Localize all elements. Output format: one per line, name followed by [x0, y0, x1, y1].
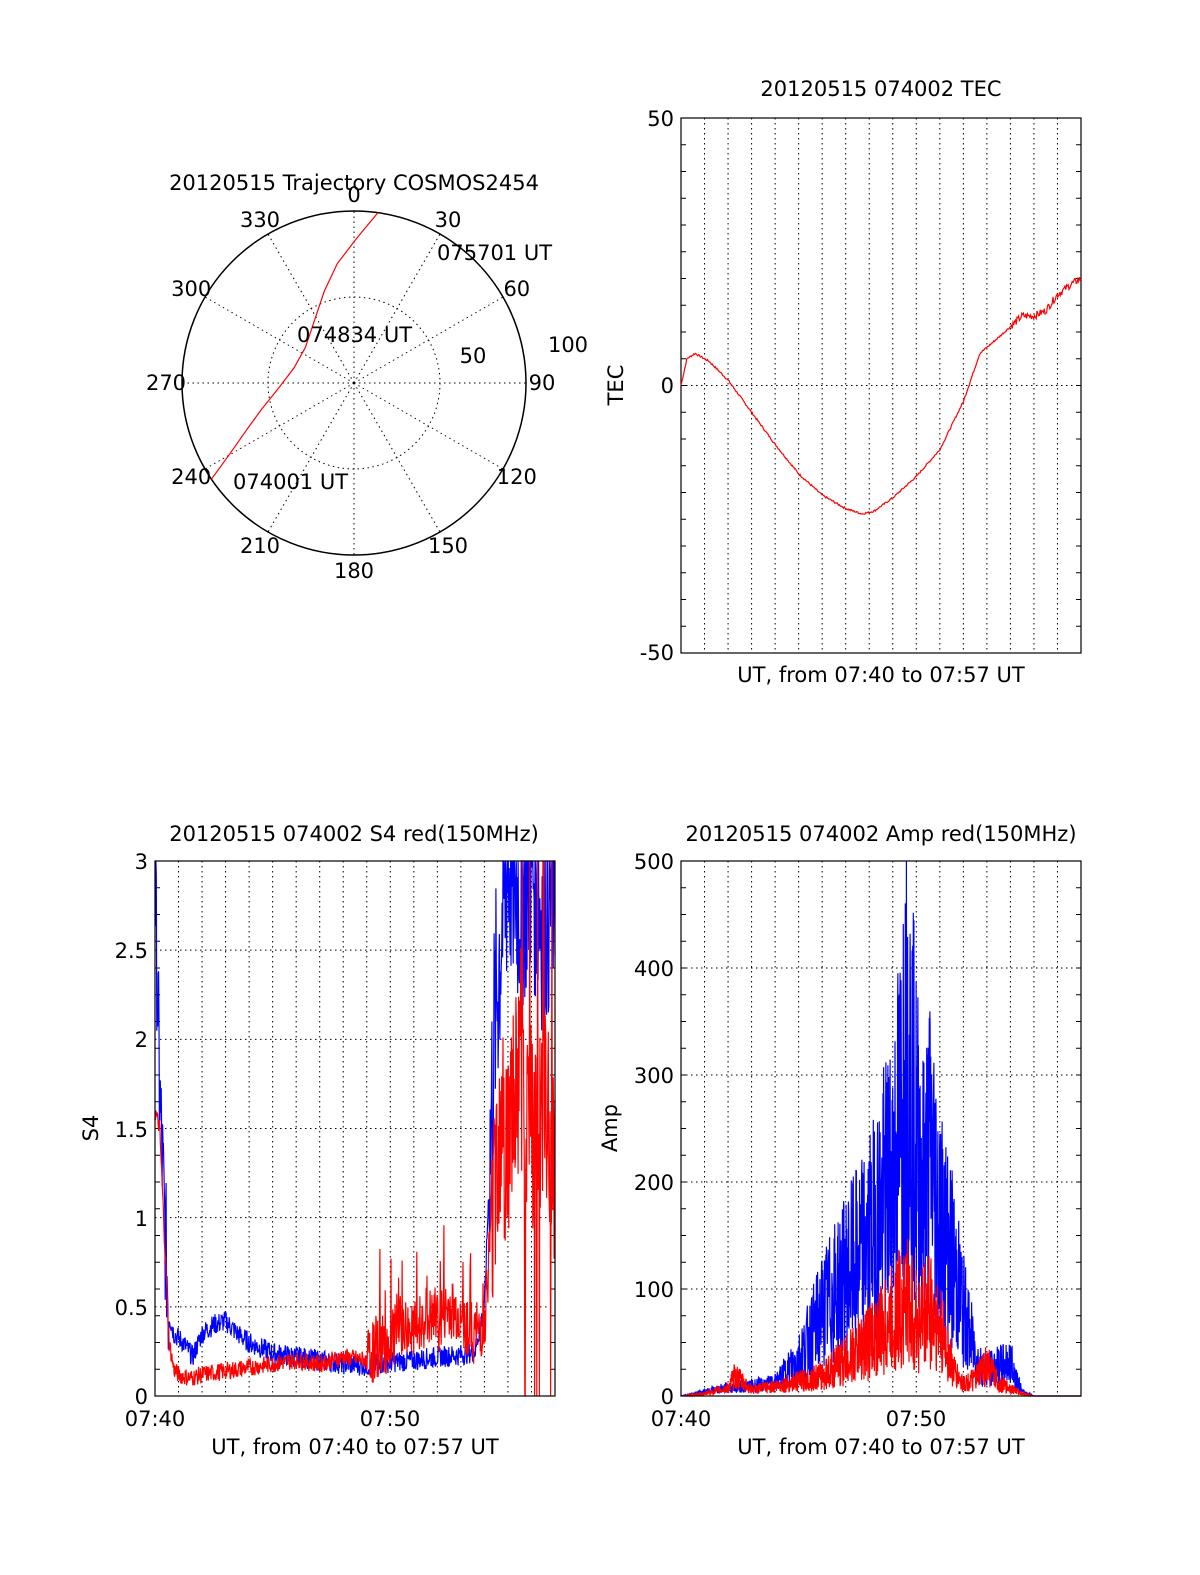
s4-xtick-0740: 07:40: [125, 1407, 186, 1431]
polar-spoke-210: [267, 382, 355, 533]
s4-chart: 20120515 074002 S4 red(150MHz) 0 0.5 1 1…: [79, 822, 556, 1459]
amp-red-series-line: [681, 1238, 1081, 1398]
x-axis-label: UT, from 07:40 to 07:57 UT: [737, 1435, 1025, 1459]
polar-spoke-240: [204, 382, 355, 470]
radial-label-100: 100: [548, 333, 588, 357]
tec-ytick-neg50: -50: [640, 641, 674, 665]
amp-ytick-100: 100: [634, 1278, 674, 1302]
tec-chart: 20120515 074002 TEC 50 0 -50 TEC UT, fro…: [604, 77, 1082, 687]
s4-plot-frame: [154, 860, 556, 1397]
chart-title: 20120515 074002 S4 red(150MHz): [169, 822, 539, 846]
s4-xtick-0750: 07:50: [360, 1407, 421, 1431]
s4-ytick-labels: 0 0.5 1 1.5 2 2.5 3: [115, 850, 148, 1409]
polar-spoke-150: [353, 382, 441, 533]
azimuth-label-150: 150: [428, 534, 468, 558]
azimuth-label-270: 270: [146, 371, 186, 395]
amp-ytick-200: 200: [634, 1171, 674, 1195]
amp-chart: 20120515 074002 Amp red(150MHz) 0 100 20…: [598, 822, 1082, 1459]
s4-blue-series-line: [154, 860, 556, 1376]
trajectory-polar-chart: 20120515 Trajectory COSMOS2454 0 30 60 90 12…: [146, 171, 588, 583]
trajectory-start-label: 074001 UT: [233, 470, 348, 494]
x-axis-label: UT, from 07:40 to 07:57 UT: [737, 663, 1025, 687]
polar-grid-circle-outer: [181, 210, 527, 556]
azimuth-label-240: 240: [171, 465, 211, 489]
azimuth-label-330: 330: [240, 208, 280, 232]
azimuth-label-60: 60: [503, 277, 530, 301]
s4-ytick-0: 0: [135, 1385, 148, 1409]
chart-title: 20120515 074002 TEC: [760, 77, 1001, 101]
s4-ytick-3: 3: [135, 850, 148, 874]
azimuth-label-90: 90: [529, 371, 556, 395]
azimuth-label-210: 210: [240, 534, 280, 558]
azimuth-label-180: 180: [334, 559, 374, 583]
polar-spoke-30: [353, 233, 441, 384]
azimuth-label-0: 0: [347, 183, 360, 207]
trajectory-end-label: 075701 UT: [437, 241, 552, 265]
tec-ytick-0: 0: [661, 374, 674, 398]
x-axis-label: UT, from 07:40 to 07:57 UT: [211, 1435, 499, 1459]
tec-grid: [681, 118, 1081, 653]
azimuth-label-120: 120: [497, 465, 537, 489]
amp-ytick-300: 300: [634, 1064, 674, 1088]
s4-ytick-2.5: 2.5: [115, 939, 148, 963]
amp-ytick-0: 0: [661, 1385, 674, 1409]
trajectory-line: [210, 212, 379, 480]
polar-spoke-300: [204, 296, 355, 384]
trajectory-mid-label: 074834 UT: [297, 323, 412, 347]
s4-red-series-line: [154, 860, 556, 1397]
s4-ytick-1.5: 1.5: [115, 1118, 148, 1142]
amp-xtick-0750: 07:50: [886, 1407, 947, 1431]
polar-spoke-330: [267, 233, 355, 384]
y-axis-label: TEC: [604, 365, 628, 407]
azimuth-label-30: 30: [435, 208, 462, 232]
s4-ytick-1: 1: [135, 1207, 148, 1231]
y-axis-label: S4: [79, 1115, 103, 1142]
chart-title: 20120515 074002 Amp red(150MHz): [685, 822, 1076, 846]
tec-ytick-50: 50: [647, 107, 674, 131]
s4-ytick-0.5: 0.5: [115, 1296, 148, 1320]
amp-ytick-500: 500: [634, 850, 674, 874]
polar-spoke-60: [353, 296, 504, 384]
radial-label-50: 50: [460, 344, 487, 368]
chart-title: 20120515 Trajectory COSMOS2454: [169, 171, 539, 195]
tec-series-line: [680, 276, 1082, 515]
s4-ytick-2: 2: [135, 1028, 148, 1052]
amp-ytick-400: 400: [634, 957, 674, 981]
polar-azimuth-labels: 0 30 60 90 120 150 180 210 240 270 300 330: [146, 183, 555, 583]
azimuth-label-300: 300: [171, 277, 211, 301]
y-axis-label: Amp: [598, 1104, 622, 1152]
amp-plot-frame: [680, 860, 1082, 1397]
polar-spokes: [182, 211, 526, 555]
polar-spoke-120: [353, 382, 504, 470]
amp-xtick-0740: 07:40: [651, 1407, 712, 1431]
